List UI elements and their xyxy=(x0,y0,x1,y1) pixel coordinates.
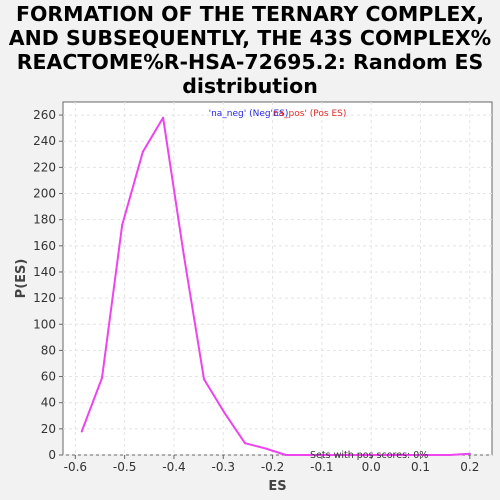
x-tick-label-2: -0.4 xyxy=(162,460,185,474)
plot-area xyxy=(62,101,493,456)
chart-title-line-1: FORMATION OF THE TERNARY COMPLEX, xyxy=(15,2,485,26)
y-tick-label-12: 240 xyxy=(33,134,56,148)
series-point-0-5 xyxy=(182,253,185,256)
y-axis-label: P(ES) xyxy=(14,259,29,299)
series-point-0-2 xyxy=(121,223,124,226)
annotation-pos-scores: Sets with pos scores: 0% xyxy=(310,450,428,461)
series-layer xyxy=(80,116,471,456)
y-tick-label-7: 140 xyxy=(33,265,56,279)
y-tick-label-4: 80 xyxy=(41,343,56,357)
x-tick-label-6: 0.0 xyxy=(362,460,381,474)
series-point-0-15 xyxy=(386,454,389,456)
series-point-0-11 xyxy=(305,454,308,456)
series-point-0-13 xyxy=(346,454,349,456)
series-point-0-9 xyxy=(264,447,267,450)
legend: 'na_neg' (Neg ES)'na_pos' (Pos ES) xyxy=(209,109,347,119)
y-axis-ticks: 0 20 40 60 80 100 120 140 160 180 200 220 240 260 xyxy=(33,108,63,462)
y-tick-label-11: 220 xyxy=(33,160,56,174)
x-tick-label-7: 0.1 xyxy=(411,460,430,474)
series-point-0-3 xyxy=(141,150,144,153)
y-tick-label-5: 100 xyxy=(33,317,56,331)
grid xyxy=(63,102,492,456)
chart-title-line-3: REACTOME%R-HSA-72695.2: Random ES xyxy=(16,50,484,74)
y-tick-label-6: 120 xyxy=(33,291,56,305)
y-tick-label-3: 60 xyxy=(41,370,56,384)
x-tick-label-5: -0.1 xyxy=(310,460,333,474)
series-point-0-19 xyxy=(468,452,471,455)
chart-title-line-2: AND SUBSEQUENTLY, THE 43S COMPLEX% xyxy=(8,26,492,50)
series-point-0-18 xyxy=(448,454,451,456)
x-tick-label-4: -0.2 xyxy=(261,460,284,474)
y-tick-label-9: 180 xyxy=(33,213,56,227)
x-tick-label-3: -0.3 xyxy=(212,460,235,474)
series-line-0 xyxy=(80,116,470,456)
legend-pos: 'na_pos' (Pos ES) xyxy=(270,109,346,119)
legend-neg: 'na_neg' (Neg ES) xyxy=(209,109,289,119)
y-tick-label-1: 20 xyxy=(41,422,56,436)
series-point-0-8 xyxy=(243,442,246,445)
y-tick-label-2: 40 xyxy=(41,396,56,410)
y-tick-label-8: 160 xyxy=(33,239,56,253)
x-tick-label-0: -0.6 xyxy=(64,460,87,474)
series-point-0-4 xyxy=(162,116,165,119)
series-point-0-10 xyxy=(284,454,287,456)
chart-title-line-4: distribution xyxy=(182,74,318,98)
x-axis-ticks: -0.6 -0.5 -0.4 -0.3 -0.2 -0.1 0.0 0.1 0.2 xyxy=(64,455,479,474)
x-tick-label-1: -0.5 xyxy=(113,460,136,474)
chart-title: FORMATION OF THE TERNARY COMPLEX, AND SU… xyxy=(0,2,500,98)
x-axis-label: ES xyxy=(268,479,286,494)
series-point-0-6 xyxy=(203,378,206,381)
series-point-0-17 xyxy=(427,454,430,456)
series-point-0-16 xyxy=(407,454,410,456)
series-point-0-14 xyxy=(366,454,369,456)
series-point-0-0 xyxy=(80,430,83,433)
x-tick-label-8: 0.2 xyxy=(460,460,479,474)
series-point-0-7 xyxy=(223,412,226,415)
y-tick-label-13: 260 xyxy=(33,108,56,122)
series-point-0-12 xyxy=(325,454,328,456)
y-tick-label-10: 200 xyxy=(33,187,56,201)
series-point-0-1 xyxy=(100,376,103,379)
y-tick-label-0: 0 xyxy=(48,448,56,462)
